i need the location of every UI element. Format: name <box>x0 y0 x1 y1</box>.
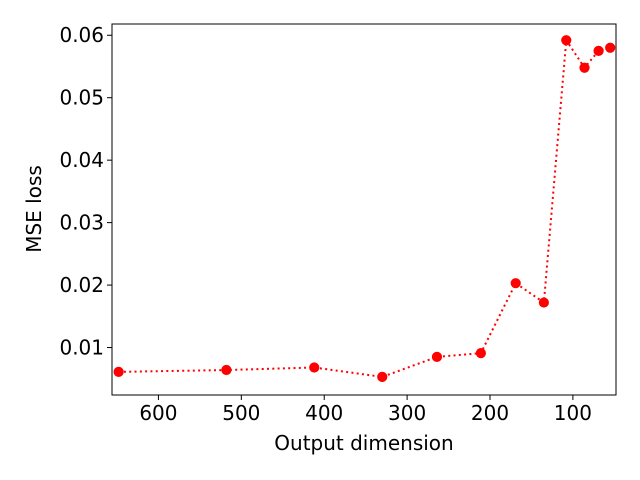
data-point <box>593 45 604 56</box>
series-layer <box>113 35 616 382</box>
y-tick-label: 0.04 <box>59 148 104 172</box>
data-point <box>309 362 320 373</box>
series-line <box>118 37 611 378</box>
data-point <box>377 371 388 382</box>
x-tick-label: 600 <box>139 401 177 425</box>
data-point <box>510 278 521 289</box>
data-point <box>538 297 549 308</box>
y-tick-label: 0.06 <box>59 23 104 47</box>
x-tick-label: 200 <box>471 401 509 425</box>
data-point <box>605 42 616 53</box>
x-axis-ticks: 600 500 400 300 200 100 <box>139 395 592 425</box>
data-point <box>431 351 443 363</box>
y-tick-label: 0.01 <box>59 336 104 360</box>
x-axis-label: Output dimension <box>274 431 453 455</box>
data-point <box>475 348 486 359</box>
y-tick-label: 0.05 <box>59 86 104 110</box>
y-tick-label: 0.03 <box>59 211 104 235</box>
plot-frame <box>111 23 617 396</box>
data-point <box>561 35 572 46</box>
x-tick-label: 300 <box>388 401 426 425</box>
y-tick-label: 0.02 <box>59 273 104 297</box>
x-tick-label: 400 <box>305 401 343 425</box>
y-axis-ticks: 0.01 0.02 0.03 0.04 0.05 0.06 <box>59 23 112 360</box>
y-axis-label: MSE loss <box>22 165 46 253</box>
x-tick-label: 100 <box>554 401 592 425</box>
data-point <box>221 364 232 376</box>
x-tick-label: 500 <box>222 401 260 425</box>
data-point <box>113 366 124 377</box>
data-point <box>579 62 590 73</box>
